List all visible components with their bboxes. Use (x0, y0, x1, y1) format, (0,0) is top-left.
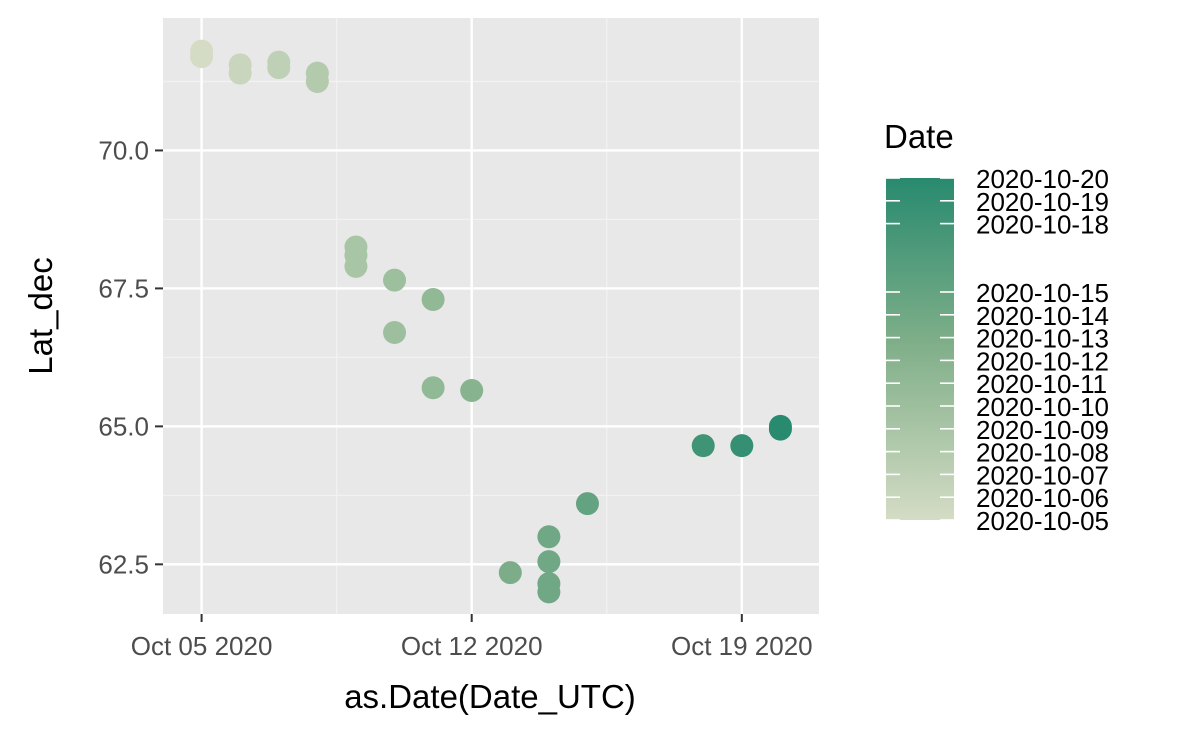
data-point-11 (383, 268, 407, 292)
data-point-5 (267, 56, 291, 80)
x-tick-label-1: Oct 12 2020 (401, 631, 543, 661)
data-point-16 (498, 561, 522, 585)
plot-panel (163, 18, 819, 614)
data-point-7 (305, 69, 329, 93)
data-point-1 (190, 45, 214, 69)
data-point-18 (537, 550, 561, 574)
y-tick-label-1: 65.0 (98, 411, 149, 441)
legend-label-1: 2020-10-19 (976, 187, 1109, 217)
data-point-21 (575, 492, 599, 516)
grid-major-lines (163, 18, 819, 614)
legend-ticks (886, 177, 954, 521)
legend-label-11: 2020-10-07 (976, 460, 1109, 490)
data-point-15 (460, 379, 484, 402)
x-axis: Oct 05 2020 Oct 12 2020 Oct 19 2020 (131, 614, 813, 661)
legend-label-6: 2020-10-12 (976, 346, 1109, 376)
data-point-10 (344, 254, 368, 278)
x-tick-label-0: Oct 05 2020 (131, 631, 273, 661)
data-point-14 (421, 376, 445, 400)
legend: Date 2020-10-202020-10-192020-10-182020-… (884, 118, 1109, 536)
legend-title: Date (884, 118, 954, 155)
data-point-3 (228, 61, 252, 85)
legend-label-5: 2020-10-13 (976, 324, 1109, 354)
legend-label-12: 2020-10-06 (976, 483, 1109, 513)
grid-minor-lines (163, 18, 819, 614)
data-point-20 (537, 580, 561, 604)
data-point-23 (730, 434, 754, 458)
y-axis: 62.5 65.0 67.5 70.0 (98, 135, 163, 579)
legend-colorbar (886, 178, 954, 520)
legend-label-0: 2020-10-20 (976, 164, 1109, 194)
x-tick-label-2: Oct 19 2020 (671, 631, 813, 661)
legend-label-10: 2020-10-08 (976, 438, 1109, 468)
legend-label-2: 2020-10-18 (976, 210, 1109, 240)
y-tick-label-2: 67.5 (98, 273, 149, 303)
legend-label-7: 2020-10-11 (976, 369, 1107, 399)
legend-label-13: 2020-10-05 (976, 506, 1109, 536)
y-tick-label-0: 62.5 (98, 549, 149, 579)
data-point-12 (383, 321, 407, 345)
data-point-22 (691, 434, 715, 458)
data-points (190, 39, 792, 604)
y-axis-title: Lat_dec (22, 257, 59, 374)
x-axis-title: as.Date(Date_UTC) (344, 678, 636, 715)
legend-label-3: 2020-10-15 (976, 278, 1109, 308)
legend-label-8: 2020-10-10 (976, 392, 1109, 422)
data-point-17 (537, 525, 561, 549)
legend-label-4: 2020-10-14 (976, 301, 1109, 331)
y-tick-label-3: 70.0 (98, 135, 149, 165)
data-point-25 (768, 417, 792, 441)
legend-label-9: 2020-10-09 (976, 415, 1109, 445)
data-point-13 (421, 287, 445, 311)
